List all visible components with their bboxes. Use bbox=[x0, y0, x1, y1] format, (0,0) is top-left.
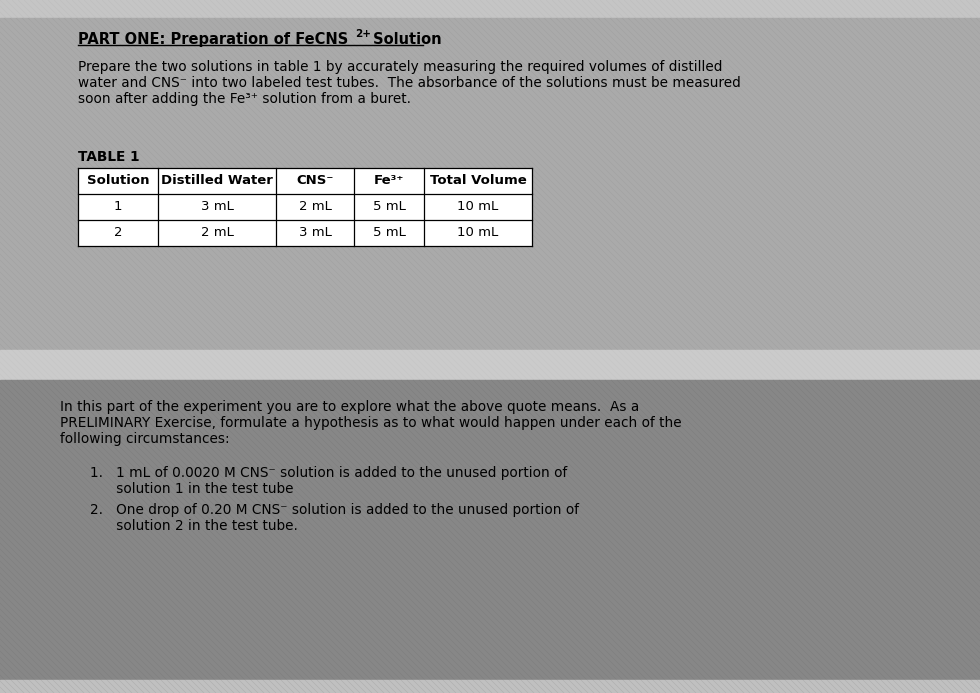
Text: PART ONE: Preparation of FeCNS: PART ONE: Preparation of FeCNS bbox=[78, 32, 348, 47]
Text: Solution: Solution bbox=[368, 32, 442, 47]
Text: 3 mL: 3 mL bbox=[299, 227, 331, 240]
Text: 3 mL: 3 mL bbox=[201, 200, 233, 213]
Text: PRELIMINARY Exercise, formulate a hypothesis as to what would happen under each : PRELIMINARY Exercise, formulate a hypoth… bbox=[60, 416, 682, 430]
Text: 2 mL: 2 mL bbox=[299, 200, 331, 213]
Text: Prepare the two solutions in table 1 by accurately measuring the required volume: Prepare the two solutions in table 1 by … bbox=[78, 60, 722, 74]
Bar bbox=[0, 380, 980, 693]
Bar bbox=[0, 680, 980, 693]
Bar bbox=[0, 18, 980, 350]
Text: 2.   One drop of 0.20 M CNS⁻ solution is added to the unused portion of: 2. One drop of 0.20 M CNS⁻ solution is a… bbox=[90, 503, 579, 517]
Text: CNS⁻: CNS⁻ bbox=[296, 175, 333, 188]
Text: Fe³⁺: Fe³⁺ bbox=[373, 175, 404, 188]
Bar bbox=[0, 350, 980, 380]
Text: 5 mL: 5 mL bbox=[372, 227, 406, 240]
Bar bbox=[78, 168, 532, 246]
Text: Total Volume: Total Volume bbox=[429, 175, 526, 188]
Text: solution 2 in the test tube.: solution 2 in the test tube. bbox=[90, 519, 298, 533]
Text: 10 mL: 10 mL bbox=[458, 200, 499, 213]
Text: water and CNS⁻ into two labeled test tubes.  The absorbance of the solutions mus: water and CNS⁻ into two labeled test tub… bbox=[78, 76, 741, 90]
Text: 1.   1 mL of 0.0020 M CNS⁻ solution is added to the unused portion of: 1. 1 mL of 0.0020 M CNS⁻ solution is add… bbox=[90, 466, 567, 480]
Text: solution 1 in the test tube: solution 1 in the test tube bbox=[90, 482, 293, 496]
Text: 2: 2 bbox=[114, 227, 122, 240]
Text: Distilled Water: Distilled Water bbox=[161, 175, 273, 188]
Text: In this part of the experiment you are to explore what the above quote means.  A: In this part of the experiment you are t… bbox=[60, 400, 639, 414]
Text: Solution: Solution bbox=[87, 175, 149, 188]
Text: 5 mL: 5 mL bbox=[372, 200, 406, 213]
Bar bbox=[0, 0, 980, 18]
Text: following circumstances:: following circumstances: bbox=[60, 432, 229, 446]
Text: 10 mL: 10 mL bbox=[458, 227, 499, 240]
Text: 2+: 2+ bbox=[355, 29, 371, 39]
Text: 1: 1 bbox=[114, 200, 122, 213]
Text: TABLE 1: TABLE 1 bbox=[78, 150, 139, 164]
Text: 2 mL: 2 mL bbox=[201, 227, 233, 240]
Text: soon after adding the Fe³⁺ solution from a buret.: soon after adding the Fe³⁺ solution from… bbox=[78, 92, 411, 106]
